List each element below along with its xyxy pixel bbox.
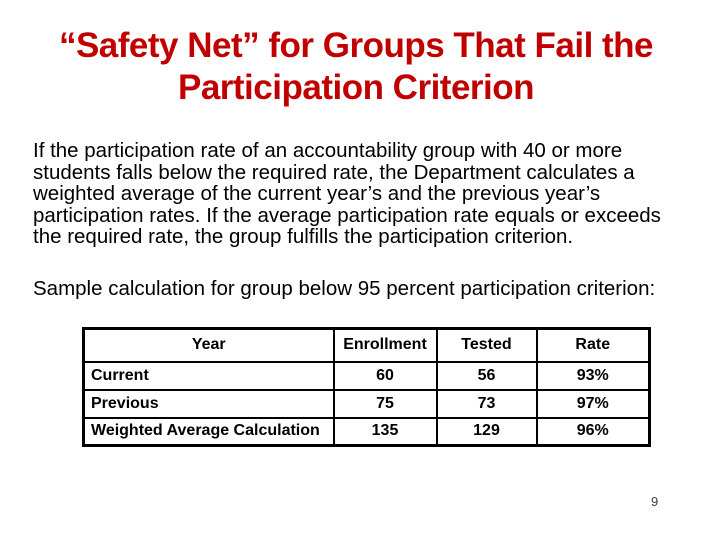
- previous-tested-value: 73: [435, 388, 538, 419]
- previous-enrollment-value: 75: [332, 388, 438, 419]
- table-header-enrollment: Enrollment: [332, 327, 438, 363]
- body-paragraph: If the participation rate of an accounta…: [33, 140, 661, 248]
- table-row: Current 60 56 93%: [82, 360, 651, 391]
- table-header-year: Year: [82, 327, 335, 363]
- row-label-current: Current: [82, 360, 335, 391]
- current-rate-value: 93%: [535, 360, 651, 391]
- paragraph-line: If the participation rate of an accounta…: [33, 139, 623, 162]
- sample-calculation-intro: Sample calculation for group below 95 pe…: [33, 277, 656, 300]
- table-row: Previous 75 73 97%: [82, 388, 651, 419]
- table-row: Weighted Average Calculation 135 129 96%: [82, 416, 651, 447]
- table-header-tested: Tested: [435, 327, 538, 363]
- slide-title: “Safety Net” for Groups That Fail the Pa…: [0, 25, 712, 109]
- table-header-row: Year Enrollment Tested Rate: [82, 327, 651, 363]
- slide-title-line-1: “Safety Net” for Groups That Fail the: [58, 26, 654, 65]
- sample-calculation-table: Year Enrollment Tested Rate Current 60 5…: [82, 327, 651, 447]
- weighted-enrollment-value: 135: [332, 416, 438, 447]
- weighted-tested-value: 129: [435, 416, 538, 447]
- slide-title-line-2: Participation Criterion: [177, 68, 535, 107]
- previous-rate-value: 97%: [535, 388, 651, 419]
- current-enrollment-value: 60: [332, 360, 438, 391]
- row-label-weighted-average: Weighted Average Calculation: [82, 416, 335, 447]
- row-label-previous: Previous: [82, 388, 335, 419]
- current-tested-value: 56: [435, 360, 538, 391]
- table-header-rate: Rate: [535, 327, 651, 363]
- paragraph-line: weighted average of the current year’s a…: [33, 182, 601, 205]
- paragraph-line: participation rates. If the average part…: [33, 203, 661, 227]
- page-number: 9: [651, 494, 659, 509]
- paragraph-line: the required rate, the group fulfills th…: [33, 225, 574, 248]
- weighted-rate-value: 96%: [535, 416, 651, 447]
- paragraph-line: students falls below the required rate, …: [33, 160, 635, 184]
